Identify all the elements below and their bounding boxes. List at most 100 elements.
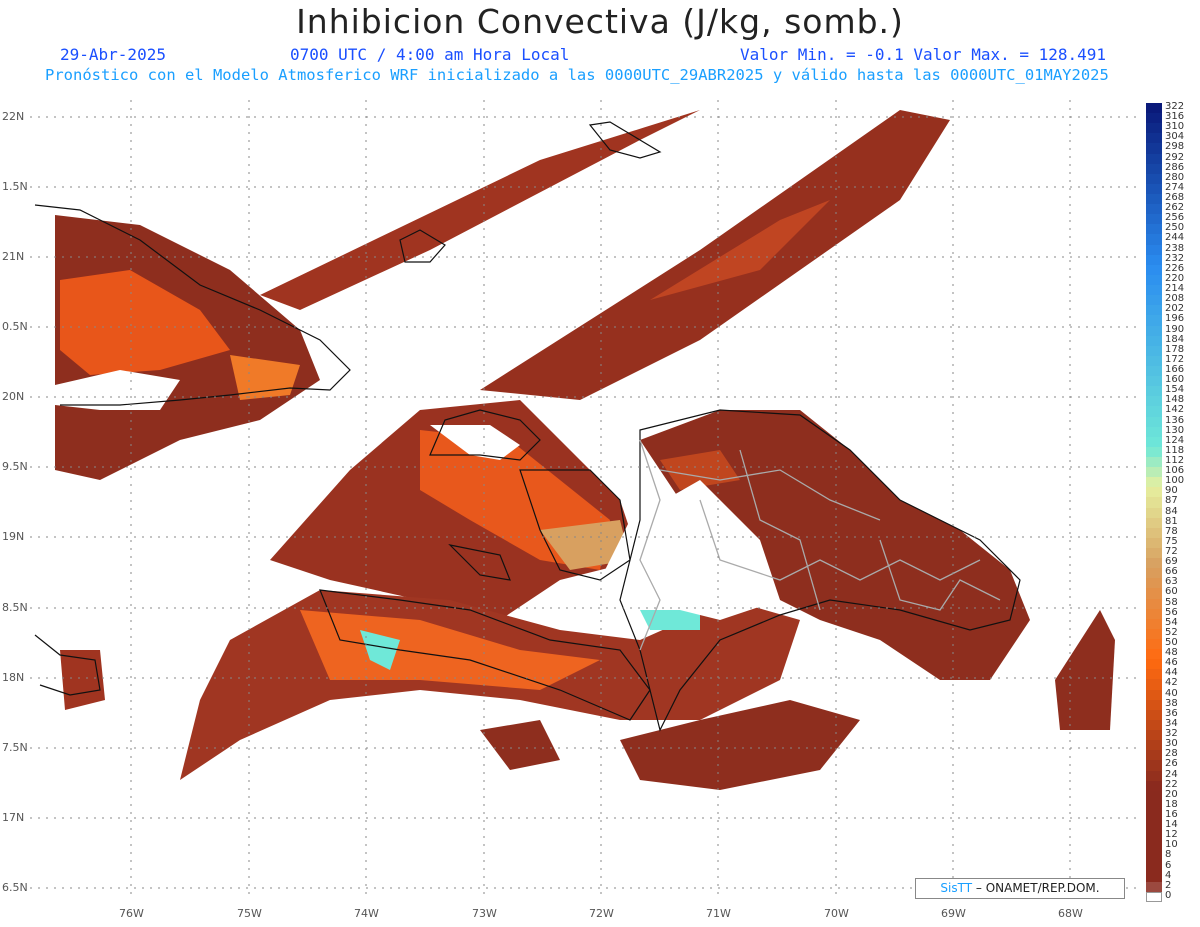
colorbar-swatch xyxy=(1146,497,1162,509)
colorbar-label: 262 xyxy=(1165,202,1185,214)
colorbar-swatch xyxy=(1146,861,1162,873)
colorbar-label: 304 xyxy=(1165,131,1185,143)
province-borders xyxy=(639,439,1001,651)
colorbar-swatch xyxy=(1146,821,1162,832)
colorbar-swatch xyxy=(1146,730,1162,741)
colorbar-swatch xyxy=(1146,568,1162,579)
lon-label: 68W xyxy=(1058,907,1083,920)
colorbar-label: 220 xyxy=(1165,272,1185,284)
colorbar-label: 10 xyxy=(1165,839,1178,851)
colorbar-label: 72 xyxy=(1165,546,1178,557)
colorbar-swatch xyxy=(1146,396,1162,407)
colorbar-swatch xyxy=(1146,386,1162,397)
colorbar-label: 46 xyxy=(1165,657,1178,669)
colorbar-swatch xyxy=(1146,871,1162,883)
colorbar-label: 4 xyxy=(1165,869,1172,881)
colorbar-label: 81 xyxy=(1165,515,1178,527)
colorbar-swatch xyxy=(1146,841,1162,852)
colorbar-label: 112 xyxy=(1165,454,1185,466)
colorbar-label: 160 xyxy=(1165,374,1185,386)
lat-label: 8.5N xyxy=(2,601,28,614)
colorbar-label: 310 xyxy=(1165,121,1185,133)
colorbar-label: 214 xyxy=(1165,283,1185,295)
colorbar-label: 28 xyxy=(1165,748,1178,760)
lon-label: 73W xyxy=(472,907,497,920)
colorbar-swatch xyxy=(1146,649,1162,660)
colorbar-swatch xyxy=(1146,537,1162,549)
colorbar-swatch xyxy=(1146,376,1162,387)
lat-label: 0.5N xyxy=(2,320,28,333)
colorbar-swatch xyxy=(1146,446,1162,458)
lat-label: 7.5N xyxy=(2,741,28,754)
colorbar-swatch xyxy=(1146,548,1162,559)
colorbar-swatch xyxy=(1146,639,1162,650)
colorbar-swatch xyxy=(1146,214,1162,225)
colorbar-label: 292 xyxy=(1165,151,1185,163)
colorbar-swatch xyxy=(1146,780,1162,792)
colorbar-label: 298 xyxy=(1165,141,1185,153)
colorbar-swatch xyxy=(1146,810,1162,822)
colorbar-swatch xyxy=(1146,608,1162,620)
colorbar-label: 256 xyxy=(1165,212,1185,224)
colorbar-swatch xyxy=(1146,598,1162,610)
colorbar-swatch xyxy=(1146,163,1162,175)
cin-field xyxy=(55,110,1115,790)
colorbar-swatch xyxy=(1146,183,1162,195)
colorbar-label: 56 xyxy=(1165,606,1178,618)
colorbar-swatch xyxy=(1146,194,1162,205)
colorbar-swatch xyxy=(1146,406,1162,418)
colorbar-label: 196 xyxy=(1165,313,1185,325)
lon-label: 70W xyxy=(824,907,849,920)
colorbar-swatch xyxy=(1146,456,1162,468)
lon-label: 74W xyxy=(354,907,379,920)
colorbar-label: 190 xyxy=(1165,323,1185,335)
colorbar-swatch xyxy=(1146,699,1162,711)
colorbar-label: 172 xyxy=(1165,353,1185,365)
colorbar-label: 14 xyxy=(1165,819,1178,831)
lat-label: 20N xyxy=(2,390,25,403)
lon-label: 71W xyxy=(706,907,731,920)
colorbar-swatch xyxy=(1146,628,1162,640)
colorbar-label: 136 xyxy=(1165,414,1185,426)
colorbar-label: 250 xyxy=(1165,222,1185,234)
colorbar-label: 184 xyxy=(1165,333,1185,345)
colorbar-label: 84 xyxy=(1165,505,1178,517)
colorbar-label: 40 xyxy=(1165,687,1178,699)
zero-areas xyxy=(55,370,780,620)
colorbar-label: 274 xyxy=(1165,181,1185,193)
colorbar-swatch xyxy=(1146,507,1162,519)
colorbar-label: 2 xyxy=(1165,879,1172,891)
colorbar-swatch xyxy=(1146,335,1162,347)
colorbar-label: 244 xyxy=(1165,232,1185,244)
lat-label: 9.5N xyxy=(2,460,28,473)
lon-label: 76W xyxy=(119,907,144,920)
colorbar-label: 63 xyxy=(1165,576,1178,588)
colorbar-swatch xyxy=(1146,295,1162,306)
lat-label: 19N xyxy=(2,530,25,543)
lon-label: 69W xyxy=(941,907,966,920)
colorbar-label: 118 xyxy=(1165,444,1185,456)
lat-label: 18N xyxy=(2,671,25,684)
colorbar-label: 148 xyxy=(1165,394,1185,406)
colorbar-swatch xyxy=(1146,133,1162,144)
colorbar-label: 208 xyxy=(1165,293,1185,305)
colorbar-swatch xyxy=(1146,365,1162,377)
colorbar-swatch xyxy=(1146,325,1162,337)
colorbar-swatch xyxy=(1146,315,1162,326)
colorbar-swatch xyxy=(1146,659,1162,670)
colorbar-swatch xyxy=(1146,254,1162,266)
colorbar-label: 106 xyxy=(1165,465,1185,477)
colorbar-swatch xyxy=(1146,891,1162,903)
colorbar-swatch xyxy=(1146,527,1162,539)
colorbar-swatch xyxy=(1146,800,1162,812)
lon-label: 72W xyxy=(589,907,614,920)
credit-text: – ONAMET/REP.DOM. xyxy=(975,881,1100,895)
colorbar-swatch xyxy=(1146,740,1162,751)
colorbar-label: 322 xyxy=(1165,101,1185,112)
credit-box: SisTT – ONAMET/REP.DOM. xyxy=(915,878,1125,899)
colorbar-swatch xyxy=(1146,274,1162,286)
colorbar-swatch xyxy=(1146,770,1162,782)
colorbar-swatch xyxy=(1146,618,1162,630)
colorbar-label: 12 xyxy=(1165,829,1178,841)
lat-label: 17N xyxy=(2,811,25,824)
